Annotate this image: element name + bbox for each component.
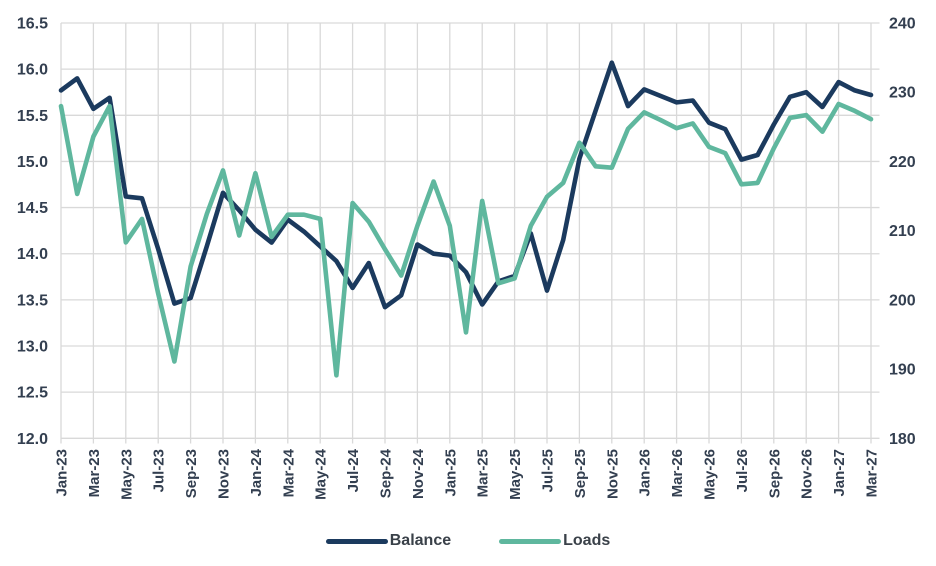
- x-axis-tick-label: Jul-23: [151, 449, 168, 492]
- x-axis-tick-label: Jul-24: [345, 448, 362, 492]
- x-axis-tick-label: Jul-25: [540, 449, 557, 492]
- loads-line: [58, 101, 874, 378]
- x-axis-tick-label: Mar-26: [669, 449, 686, 497]
- x-axis-tick-label: Mar-24: [280, 448, 297, 497]
- x-axis-tick-label: Jan-27: [831, 449, 848, 497]
- legend-label-balance: Balance: [389, 532, 452, 549]
- x-axis-tick-label: Sep-23: [183, 449, 200, 498]
- legend-label-loads: Loads: [563, 532, 611, 549]
- right-axis-tick-label: 230: [889, 85, 916, 102]
- right-axis-tick-label: 210: [889, 223, 916, 240]
- x-axis-tick-label: May-23: [118, 449, 135, 500]
- left-axis-tick-label: 15.0: [17, 154, 48, 171]
- right-axis-tick-label: 240: [889, 16, 916, 33]
- x-axis-tick-label: Jan-26: [637, 449, 654, 497]
- x-axis-tick-label: Sep-24: [378, 448, 395, 498]
- left-axis-tick-label: 13.5: [17, 292, 48, 309]
- right-axis-tick-label: 220: [889, 154, 916, 171]
- x-axis-tick-label: Nov-24: [410, 448, 427, 499]
- left-axis-tick-label: 13.0: [17, 339, 48, 356]
- x-axis-tick-label: May-26: [702, 449, 719, 500]
- left-axis-tick-label: 12.5: [17, 385, 48, 402]
- x-axis-tick-label: May-24: [313, 448, 330, 500]
- right-axis-tick-label: 190: [889, 362, 916, 379]
- chart-legend: Balance Loads: [0, 532, 936, 550]
- x-axis-tick-label: Nov-23: [216, 449, 233, 499]
- x-axis-tick-label: Jul-26: [734, 449, 751, 492]
- x-axis-tick-label: Sep-25: [572, 449, 589, 498]
- balance-line: [58, 60, 874, 310]
- x-axis-tick-label: Mar-25: [475, 449, 492, 497]
- x-axis-tick-label: May-25: [507, 449, 524, 500]
- left-axis-tick-label: 14.0: [17, 246, 48, 263]
- right-axis-tick-label: 180: [889, 431, 916, 448]
- loads-line-swatch: [499, 538, 562, 544]
- x-axis-tick-label: Mar-27: [864, 449, 881, 497]
- left-axis-tick-label: 15.5: [17, 108, 48, 125]
- legend-item-loads: Loads: [499, 532, 610, 550]
- x-axis-tick-label: Nov-26: [799, 449, 816, 499]
- x-axis-tick-label: Jan-24: [248, 448, 265, 496]
- x-axis-tick-label: Mar-23: [86, 449, 103, 497]
- left-axis-tick-label: 12.0: [17, 431, 48, 448]
- legend-item-balance: Balance: [325, 532, 452, 550]
- x-axis-tick-label: Sep-26: [766, 449, 783, 498]
- left-axis-tick-label: 16.5: [17, 16, 48, 33]
- left-axis-tick-label: 16.0: [17, 62, 48, 79]
- balance-line-swatch: [325, 538, 388, 544]
- x-axis-tick-label: Jan-23: [54, 449, 71, 497]
- left-axis-tick-label: 14.5: [17, 200, 48, 217]
- x-axis-tick-label: Jan-25: [442, 449, 459, 497]
- x-axis-tick-label: Nov-25: [604, 449, 621, 499]
- right-axis-tick-label: 200: [889, 292, 916, 309]
